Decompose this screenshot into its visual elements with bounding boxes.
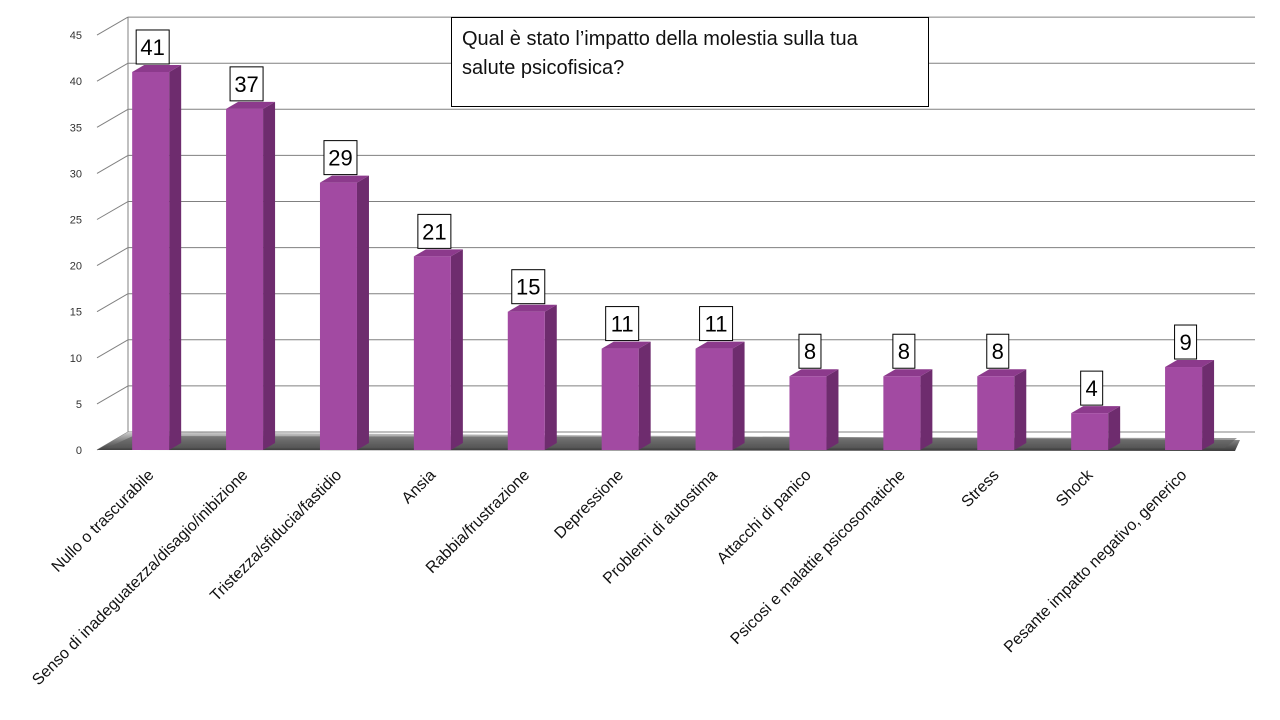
gridline-depth [96, 385, 129, 405]
data-label: 11 [611, 312, 634, 337]
floor-shadow [107, 436, 1237, 448]
data-label-box [417, 213, 452, 249]
x-tick-label: Senso di inadeguatezza/disagio/inibizion… [29, 467, 251, 689]
x-tick-label: Attacchi di panico [714, 467, 815, 568]
data-label: 9 [1179, 330, 1191, 355]
gridline-depth [96, 154, 129, 174]
x-tick-label: Rabbia/frustrazione [423, 467, 533, 577]
x-tick-label: Pesante impatto negativo, generico [1001, 467, 1190, 656]
bar-top [1165, 360, 1215, 368]
y-tick-label: 0 [76, 445, 82, 457]
x-tick-label: Psicosi e malattie psicosomatiche [728, 467, 909, 648]
bar-side [826, 369, 839, 450]
bar-top [695, 341, 745, 349]
x-tick-label: Depressione [551, 467, 627, 543]
data-label-box [798, 333, 822, 369]
bar-side [1108, 406, 1121, 450]
bar-top [883, 369, 933, 377]
bar [601, 348, 639, 450]
y-tick-label: 30 [70, 168, 82, 180]
gridline-depth [96, 293, 129, 313]
data-label-box [699, 306, 734, 342]
chart-title-line-2: salute psicofisica? [462, 57, 625, 79]
gridline-depth [96, 62, 129, 82]
data-label: 11 [705, 312, 728, 337]
bar [1071, 413, 1109, 450]
bar-top [319, 175, 369, 183]
bar-top [789, 369, 839, 377]
bar-top [1071, 406, 1121, 414]
bar-side [1014, 369, 1027, 450]
y-tick-label: 5 [76, 399, 82, 411]
data-label: 37 [234, 72, 258, 97]
bar [883, 376, 921, 450]
bar [226, 108, 264, 451]
data-label-box [986, 333, 1010, 369]
data-label: 41 [140, 35, 164, 60]
x-tick-label: Shock [1053, 466, 1097, 510]
chart-title: Qual è stato l’impatto della molestia su… [451, 17, 929, 107]
gridline-depth [96, 108, 129, 128]
bar-side [638, 341, 651, 450]
bars [132, 64, 1215, 451]
data-label-box [135, 29, 170, 65]
bar [695, 348, 733, 450]
gridline-depth [96, 201, 129, 220]
bar [1165, 367, 1203, 450]
data-label-box [511, 269, 546, 305]
data-labels: 41 37 29 21 15 11 11 8 8 8 4 9 [135, 29, 1198, 406]
gridline-depth [96, 247, 129, 267]
bar-top [413, 249, 463, 257]
bar-top [601, 341, 651, 349]
bar [507, 311, 545, 450]
bar [319, 182, 357, 450]
bar-side [732, 341, 745, 450]
data-label: 21 [422, 219, 446, 244]
data-label: 8 [804, 339, 816, 364]
bar [977, 376, 1015, 450]
bar-side [356, 175, 369, 450]
y-tick-label: 45 [70, 30, 82, 42]
y-tick-label: 35 [70, 122, 82, 134]
y-tick-label: 10 [70, 353, 82, 365]
data-label-box [605, 306, 640, 342]
gridline-depth [96, 16, 129, 36]
y-tick-label: 20 [70, 261, 82, 273]
bar [413, 256, 451, 450]
bar-side [920, 369, 933, 450]
data-label: 29 [328, 146, 352, 171]
bar-top [132, 64, 182, 72]
x-tick-label: Stress [959, 467, 1003, 511]
y-tick-label: 40 [70, 76, 82, 88]
data-label-box [1174, 324, 1198, 360]
data-label-box [892, 333, 916, 369]
bar-top [507, 304, 557, 312]
bar-side [1202, 360, 1215, 450]
bar-top [977, 369, 1027, 377]
data-label-box [323, 140, 358, 176]
data-label: 4 [1086, 376, 1098, 401]
chart-floor [97, 432, 1240, 451]
bar-side [544, 304, 557, 450]
data-label: 8 [992, 339, 1004, 364]
bar-side [450, 249, 463, 450]
gridline-depth [96, 339, 129, 359]
bar-top [226, 101, 276, 109]
y-axis: 0 5 10 15 20 25 30 35 40 45 [70, 30, 82, 457]
y-tick-label: 15 [70, 307, 82, 319]
bar-side [169, 64, 182, 450]
bar [789, 376, 827, 450]
bar [132, 71, 170, 450]
y-tick-label: 25 [70, 215, 82, 227]
x-tick-label: Nullo o trascurabile [49, 467, 158, 576]
bar-side [263, 101, 276, 451]
x-tick-label: Ansia [399, 467, 439, 507]
data-label: 8 [898, 339, 910, 364]
data-label-box [1080, 370, 1104, 406]
data-label-box [229, 66, 264, 102]
data-label: 15 [516, 275, 540, 300]
chart-title-line-1: Qual è stato l’impatto della molestia su… [462, 28, 858, 50]
